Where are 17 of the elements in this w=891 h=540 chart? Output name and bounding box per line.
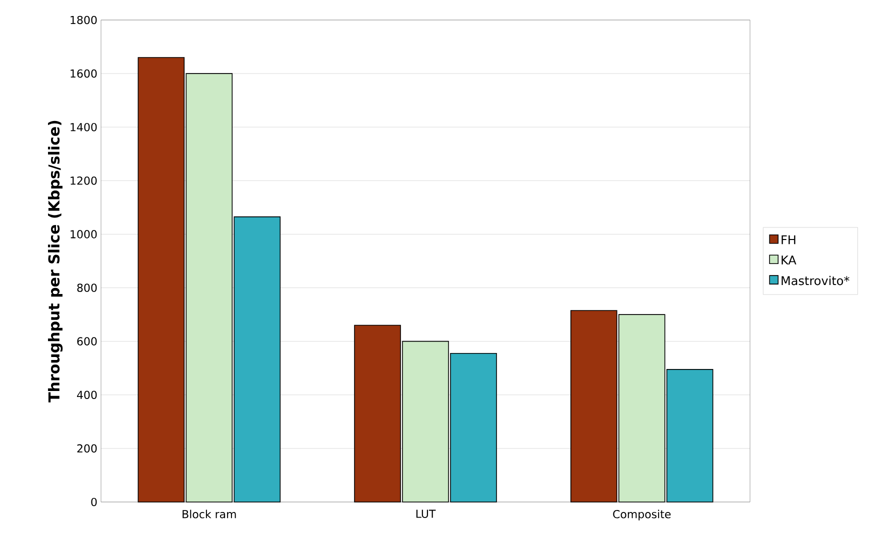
y-tick-label: 1400 (70, 122, 97, 132)
y-tick-label: 600 (77, 337, 97, 346)
y-tick-label: 1200 (70, 176, 97, 185)
y-tick-label: 200 (77, 444, 97, 453)
y-tick-label: 1800 (70, 16, 97, 24)
y-tick-label: 0 (91, 498, 97, 506)
x-tick-label: Composite (613, 510, 671, 520)
legend-label: KA (782, 256, 796, 264)
y-axis-title: Throughput per Slice (Kbps/slice) (48, 120, 63, 402)
legend-label: Mastrovito* (782, 276, 850, 286)
x-tick-label: Block ram (182, 510, 236, 518)
x-tick-label: LUT (416, 510, 436, 518)
y-tick-label: 400 (77, 390, 97, 400)
y-tick-label: 1600 (70, 69, 97, 78)
y-tick-label: 800 (77, 284, 97, 292)
legend-label: FH (782, 235, 796, 244)
y-tick-label: 1000 (70, 230, 97, 238)
